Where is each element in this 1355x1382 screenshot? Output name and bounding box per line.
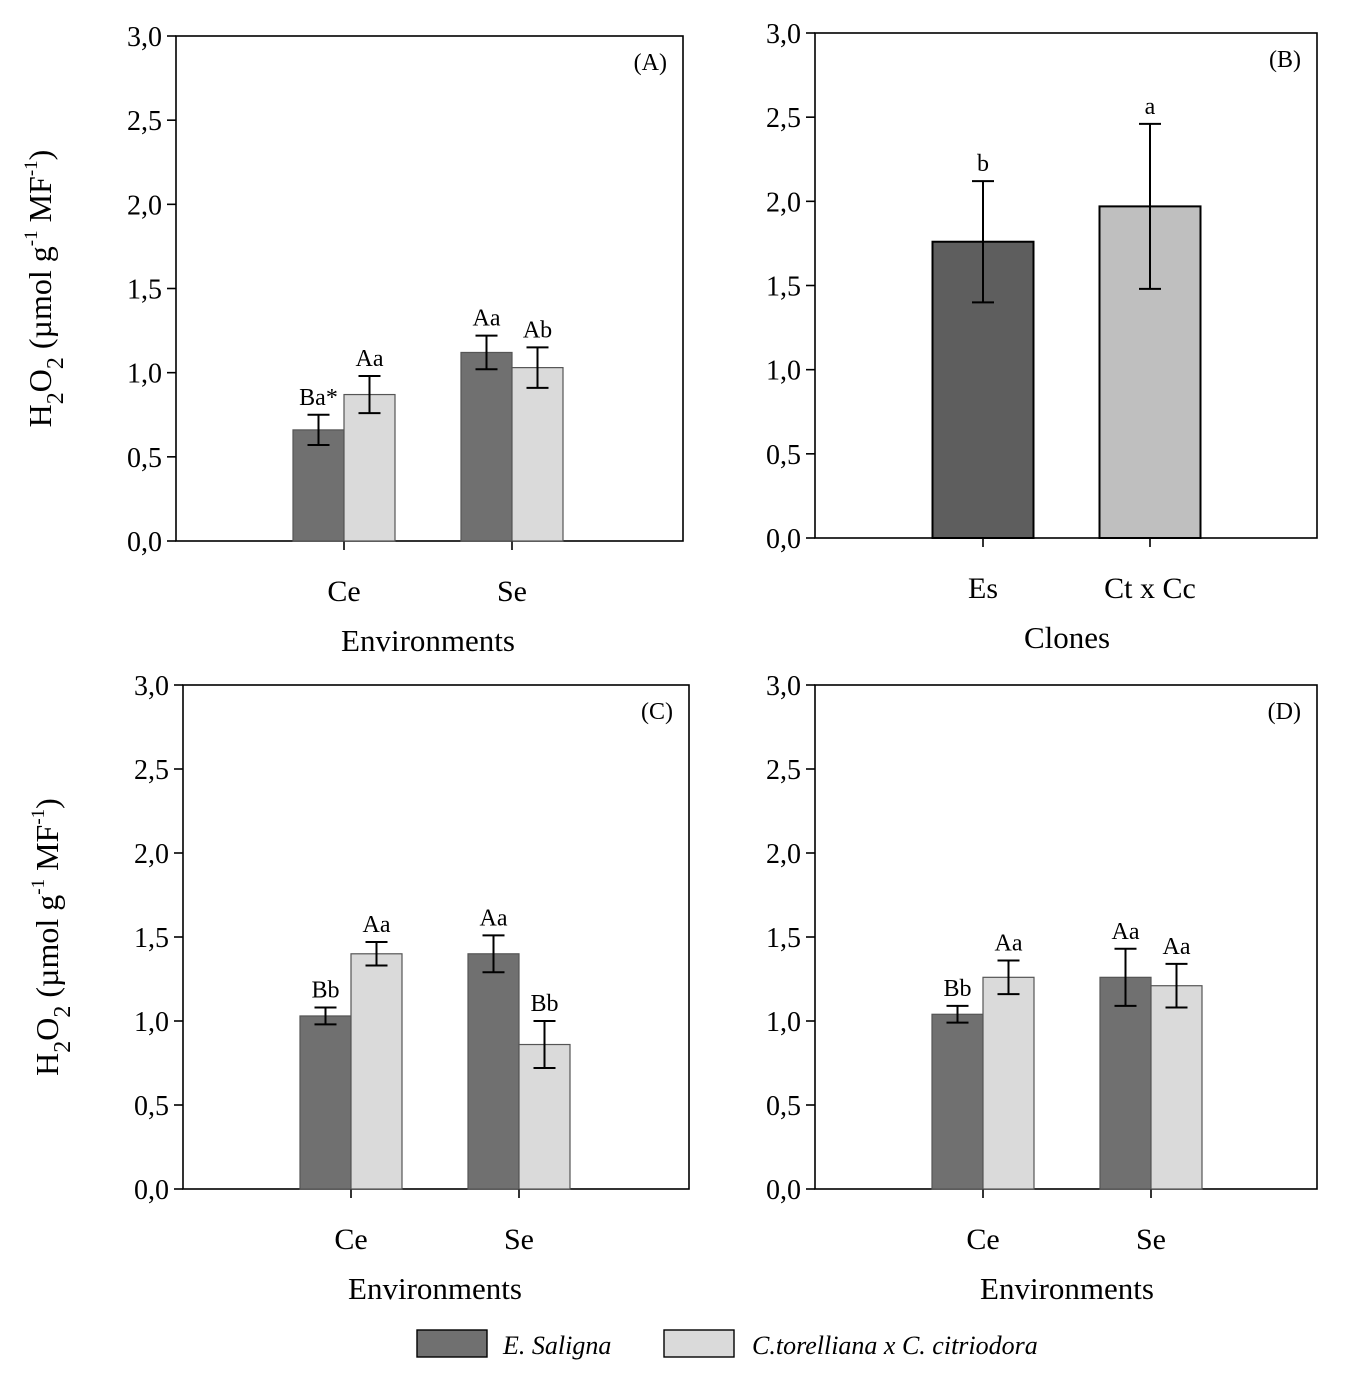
plot-frame: [814, 684, 1318, 1190]
plot-frame: [182, 684, 690, 1190]
x-tick-label: Es: [968, 572, 998, 605]
y-tick-label: 1,0: [127, 359, 162, 390]
bar: [343, 393, 396, 542]
chart-panel-4: 0,0 0,5 1,0 1,5 2,0 2,5 3,0 Ce Se (D) Environments…: [766, 671, 1318, 1306]
legend-label: E. Saligna: [502, 1331, 611, 1360]
bar: [299, 1015, 352, 1190]
y-tick-label: 1,5: [766, 272, 801, 303]
data-label: Bb: [943, 976, 971, 1002]
bar: [460, 351, 513, 542]
x-axis-title: Environments: [980, 1271, 1154, 1306]
legend: E. Saligna C.torelliana x C. citriodora: [416, 1329, 1038, 1360]
bar: [982, 976, 1035, 1190]
y-tick-label: 0,5: [127, 443, 162, 474]
panel-label: (B): [1269, 47, 1301, 73]
data-label: Aa: [363, 912, 391, 938]
x-tick-label: Se: [504, 1223, 534, 1256]
y-tick-label: 2,5: [127, 106, 162, 137]
y-tick-label: 1,0: [134, 1007, 169, 1038]
bar: [931, 1013, 984, 1190]
data-label: Bb: [311, 978, 339, 1004]
y-tick-label: 0,5: [766, 1091, 801, 1122]
y-tick-label: 3,0: [766, 19, 801, 50]
y-tick-label: 2,5: [134, 755, 169, 786]
y-tick-label: 0,0: [134, 1175, 169, 1206]
y-tick-label: 0,0: [766, 524, 801, 555]
bar: [1150, 985, 1203, 1190]
data-label: Aa: [1112, 919, 1140, 945]
y-tick-label: 3,0: [127, 22, 162, 53]
y-tick-label: 2,0: [127, 190, 162, 221]
chart-panel-2: 0,0 0,5 1,0 1,5 2,0 2,5 3,0 Es Ct x Cc (B) Clones b…: [766, 19, 1318, 655]
x-axis-title: Environments: [348, 1271, 522, 1306]
y-tick-label: 2,0: [766, 187, 801, 218]
x-tick-label: Se: [1136, 1223, 1166, 1256]
data-label: Ab: [523, 317, 552, 343]
y-tick-label: 2,5: [766, 103, 801, 134]
y-axis-title: H2O2 (µmol g-1 MF-1): [21, 150, 69, 428]
y-tick-label: 0,0: [766, 1175, 801, 1206]
legend-label: C.torelliana x C. citriodora: [752, 1331, 1038, 1360]
y-axis-title: H2O2 (µmol g-1 MF-1): [28, 798, 76, 1076]
panel-label: (D): [1268, 699, 1301, 725]
bar: [511, 367, 564, 542]
x-tick-label: Ce: [327, 575, 360, 608]
bar: [1099, 976, 1152, 1190]
data-label: Aa: [1163, 934, 1191, 960]
x-tick-label: Ct x Cc: [1104, 572, 1196, 605]
plot-frame: [175, 35, 684, 542]
x-axis-title: Environments: [341, 623, 515, 658]
bar: [292, 429, 345, 542]
x-tick-label: Ce: [966, 1223, 999, 1256]
y-tick-label: 1,5: [127, 275, 162, 306]
y-tick-label: 1,0: [766, 1007, 801, 1038]
y-tick-label: 0,5: [766, 440, 801, 471]
panels: 0,0 0,5 1,0 1,5 2,0 2,5 3,0 Ce Se (A) Environments…: [21, 19, 1318, 1306]
data-label: Ba*: [299, 385, 338, 411]
plot-frame: [814, 32, 1318, 539]
bar: [1098, 205, 1202, 539]
bar: [350, 953, 403, 1190]
y-tick-label: 1,5: [134, 923, 169, 954]
y-tick-label: 2,5: [766, 755, 801, 786]
legend-swatch: [663, 1329, 735, 1358]
bar: [467, 953, 520, 1190]
x-tick-label: Ce: [334, 1223, 367, 1256]
y-tick-label: 1,0: [766, 356, 801, 387]
y-tick-label: 3,0: [134, 671, 169, 702]
data-label: Bb: [530, 991, 558, 1017]
y-tick-label: 1,5: [766, 923, 801, 954]
y-tick-label: 3,0: [766, 671, 801, 702]
data-label: b: [977, 151, 989, 177]
data-label: Aa: [995, 931, 1023, 957]
panel-label: (C): [641, 699, 673, 725]
data-label: a: [1145, 94, 1156, 120]
chart-panel-1: 0,0 0,5 1,0 1,5 2,0 2,5 3,0 Ce Se (A) Environments…: [21, 22, 684, 658]
data-label: Aa: [356, 346, 384, 372]
x-tick-label: Se: [497, 575, 527, 608]
panel-label: (A): [634, 50, 667, 76]
data-label: Aa: [480, 905, 508, 931]
data-label: Aa: [473, 306, 501, 332]
y-tick-label: 2,0: [766, 839, 801, 870]
y-tick-label: 0,0: [127, 527, 162, 558]
legend-swatch: [416, 1329, 488, 1358]
chart-panel-3: 0,0 0,5 1,0 1,5 2,0 2,5 3,0 Ce Se (C) Environments…: [28, 671, 690, 1306]
y-tick-label: 2,0: [134, 839, 169, 870]
y-tick-label: 0,5: [134, 1091, 169, 1122]
x-axis-title: Clones: [1024, 620, 1110, 655]
